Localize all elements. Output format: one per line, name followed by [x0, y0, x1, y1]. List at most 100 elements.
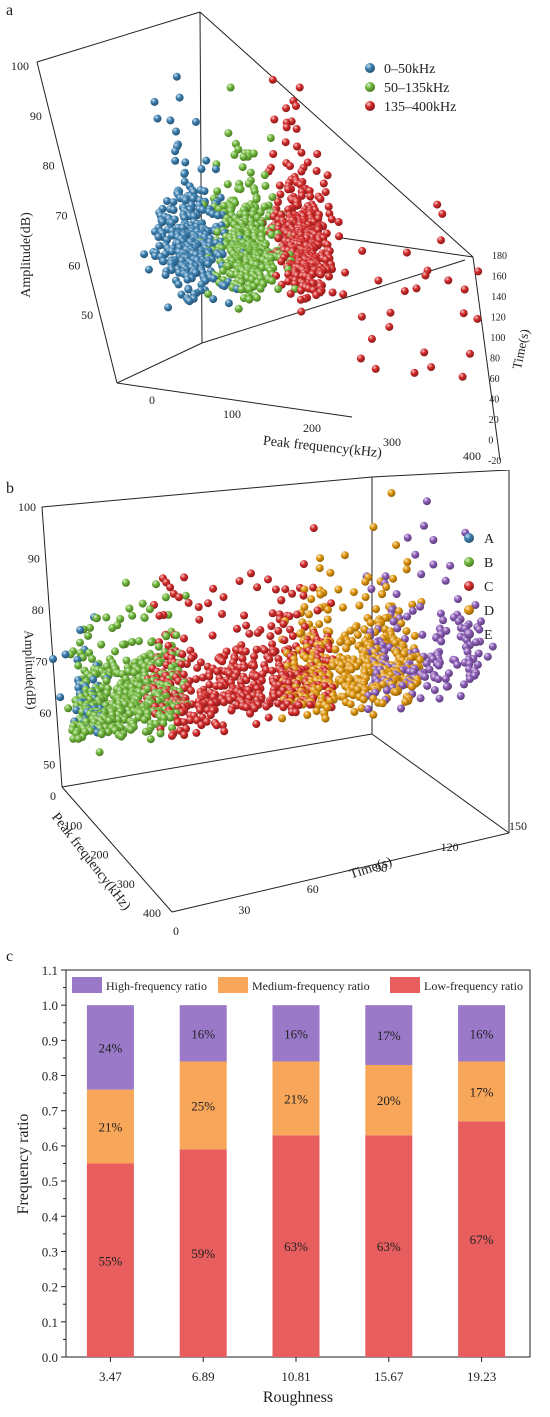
chart-c-y-tick-label: 0.1 — [42, 1315, 58, 1330]
chart-a-point-green — [260, 202, 269, 211]
chart-a-frame-line — [36, 11, 201, 63]
chart-c-y-tick-label: 0.0 — [42, 1350, 58, 1365]
chart-b-point-orange — [303, 711, 312, 719]
chart-b-point-red — [197, 721, 206, 730]
chart-b-point-purple — [429, 560, 438, 569]
chart-b-point-red — [252, 720, 261, 728]
chart-c-legend-label: Low-frequency ratio — [424, 979, 523, 993]
chart-b-legend-marker — [464, 629, 474, 639]
chart-c-legend-label: Medium-frequency ratio — [252, 979, 370, 993]
chart-b-point-purple — [460, 680, 468, 689]
chart-b-point-purple — [463, 647, 472, 656]
chart-c-y-tick-label: 1.1 — [42, 963, 58, 978]
chart-b-point-purple — [381, 572, 390, 581]
chart-b-point-red — [327, 599, 336, 608]
chart-a-point-red — [312, 291, 321, 300]
chart-b-legend-label: C — [484, 580, 493, 595]
chart-b-point-red — [262, 702, 271, 711]
chart-b-point-red — [242, 621, 251, 630]
chart-a-point-red — [306, 192, 315, 201]
chart-b-point-red — [250, 704, 259, 713]
chart-b-point-purple — [488, 642, 497, 651]
chart-b-point-orange — [369, 523, 378, 532]
chart-c-x-tick-label: 10.81 — [281, 1369, 310, 1384]
chart-a-point-red — [420, 348, 429, 357]
chart-b-point-red — [193, 663, 202, 672]
chart-b-point-red — [240, 663, 249, 672]
chart-a-point-red — [427, 363, 436, 372]
chart-b-point-green — [117, 732, 126, 741]
chart-b-point-orange — [307, 595, 316, 604]
chart-b-point-green — [114, 715, 123, 724]
chart-b-y-tick-label: 50 — [43, 758, 55, 772]
chart-b-point-red — [265, 655, 274, 664]
chart-a-point-red — [270, 115, 279, 124]
chart-a-point-red — [458, 372, 467, 381]
chart-b-point-red — [213, 667, 222, 676]
chart-c-data-label: 24% — [98, 1040, 122, 1055]
chart-b-point-orange — [403, 558, 412, 566]
chart-b-point-green — [122, 656, 131, 665]
chart-b-z-tick-label: 300 — [117, 877, 135, 891]
chart-c-legend-swatch — [218, 977, 248, 993]
chart-b-point-orange — [408, 682, 416, 691]
chart-a-point-green — [224, 129, 233, 138]
chart-b-point-blue — [56, 693, 65, 702]
chart-a-z-tick-label: 140 — [491, 292, 506, 303]
chart-a-point-red — [313, 150, 322, 158]
chart-a-point-red — [325, 272, 333, 281]
chart-b-point-red — [204, 599, 213, 608]
chart-c-x-tick-label: 15.67 — [374, 1369, 404, 1384]
chart-a-point-green — [249, 149, 258, 158]
chart-b-point-green — [166, 713, 175, 722]
chart-b-point-red — [245, 629, 254, 638]
chart-b-point-purple — [392, 590, 401, 599]
chart-b-point-purple — [437, 637, 446, 646]
chart-b-point-green — [152, 580, 160, 589]
chart-b-z-tick-label: 400 — [143, 906, 161, 920]
chart-b-y-tick-label: 80 — [32, 603, 44, 617]
chart-b-point-green — [97, 730, 106, 739]
chart-b-point-blue — [61, 650, 70, 659]
chart-b-point-green — [118, 640, 127, 649]
chart-a-point-green — [267, 230, 276, 239]
chart-a-point-red — [433, 200, 442, 209]
chart-b-point-green — [120, 715, 129, 724]
chart-a-frame-line — [116, 342, 203, 384]
chart-b-point-orange — [346, 700, 355, 709]
chart-b-point-orange — [369, 710, 378, 719]
chart-a-z-tick-label: 120 — [491, 313, 506, 324]
chart-c-data-label: 17% — [470, 1084, 494, 1099]
chart-b-point-red — [198, 673, 207, 682]
chart-b-point-orange — [346, 626, 355, 635]
chart-b-point-purple — [425, 665, 434, 674]
chart-b-x-axis-label: Time(s) — [348, 855, 395, 883]
chart-c-y-tick-label: 0.5 — [42, 1174, 58, 1189]
chart-a-z-tick-label: 160 — [492, 272, 507, 283]
chart-b-y-tick-label: 60 — [39, 706, 51, 720]
chart-b-legend-label: D — [484, 604, 494, 619]
chart-b-legend-label: B — [484, 556, 493, 571]
chart-c-bar-segment — [458, 1005, 506, 1062]
chart-b-legend-label: A — [484, 532, 495, 547]
chart-b-point-green — [108, 624, 117, 632]
chart-b-point-red — [218, 657, 227, 666]
chart-a-point-red — [297, 167, 306, 176]
chart-a-point-red — [410, 368, 419, 377]
chart-b-point-red — [253, 583, 262, 592]
chart-b-point-purple — [454, 595, 462, 604]
chart-a-point-red — [358, 246, 367, 255]
chart-a-frame-line — [334, 236, 474, 258]
chart-b-point-red — [208, 631, 217, 640]
chart-b-point-red — [299, 560, 308, 569]
chart-b-point-orange — [331, 645, 340, 654]
chart-b-x-tick-label: 30 — [238, 903, 250, 917]
chart-b-point-red — [309, 524, 318, 533]
chart-b-point-purple — [453, 660, 462, 669]
chart-b-point-green — [121, 578, 130, 587]
chart-c-legend-label: High-frequency ratio — [106, 979, 207, 993]
chart-a-point-red — [296, 286, 305, 295]
chart-a-x-tick-label: 400 — [463, 449, 481, 463]
chart-c-bar-segment — [179, 1149, 227, 1357]
